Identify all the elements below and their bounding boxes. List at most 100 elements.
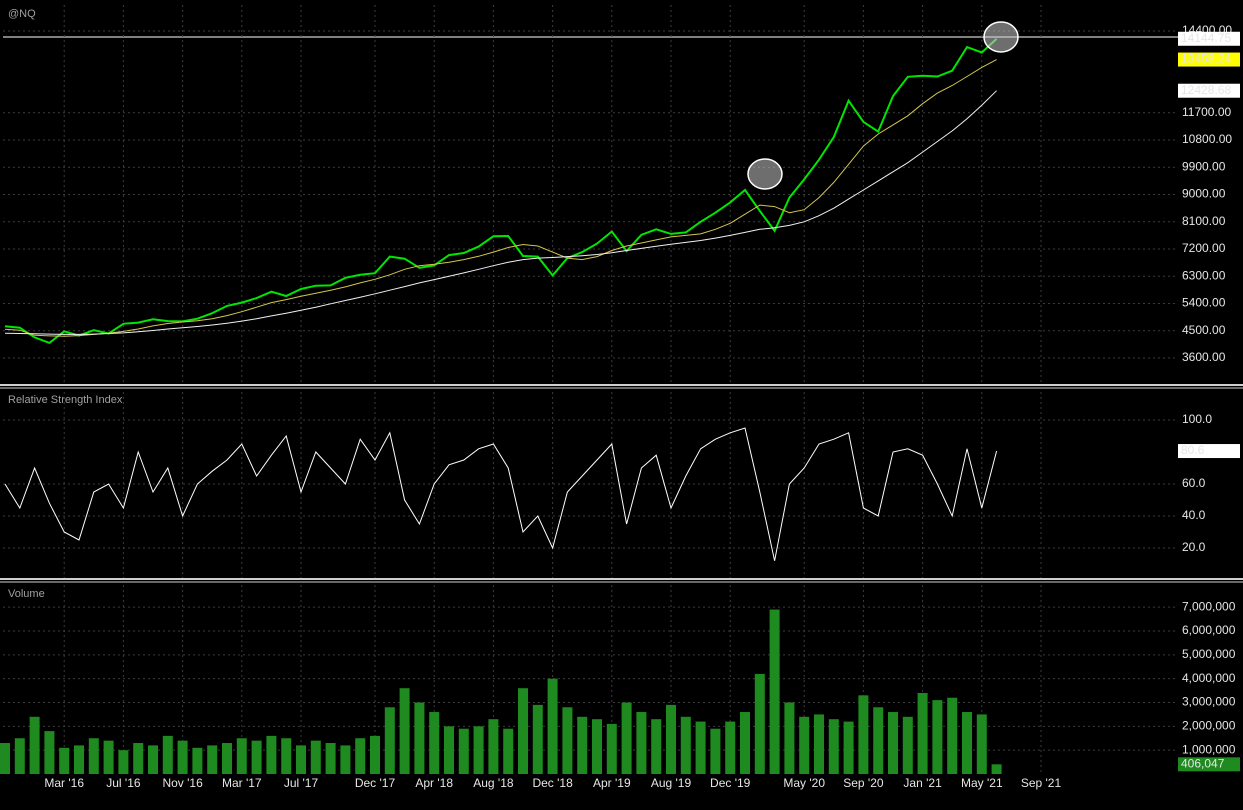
volume-bar	[518, 688, 528, 774]
x-tick-label: Nov '16	[162, 776, 203, 790]
volume-bar	[325, 743, 336, 774]
volume-bar	[888, 712, 898, 774]
volume-bar	[296, 745, 306, 774]
last-value-label: 12428.68	[1181, 83, 1231, 97]
volume-bar	[458, 728, 469, 774]
series-line	[4, 427, 998, 561]
last-value-label: 406,047	[1181, 756, 1225, 770]
y-tick-label: 7,000,000	[1182, 599, 1236, 613]
y-tick-label: 3,000,000	[1182, 695, 1236, 709]
x-tick-label: Mar '16	[44, 776, 84, 790]
volume-bar	[577, 716, 588, 774]
y-tick-label: 9900.00	[1182, 159, 1226, 173]
volume-bar	[118, 750, 129, 774]
volume-bar	[340, 745, 351, 774]
x-tick-label: Jul '16	[106, 776, 141, 790]
volume-bar	[370, 735, 380, 774]
volume-bar	[843, 721, 854, 774]
x-tick-label: Apr '19	[593, 776, 631, 790]
volume-bar	[162, 735, 173, 774]
volume-bar	[754, 673, 765, 774]
volume-bar	[503, 728, 514, 774]
last-value-tag	[1178, 31, 1240, 46]
volume-bar	[991, 764, 1002, 774]
last-value-label: 14144.75	[1181, 31, 1231, 45]
y-tick-label: 5400.00	[1182, 296, 1226, 310]
volume-bar	[651, 719, 662, 774]
x-tick-label: Jul '17	[284, 776, 319, 790]
last-value-tag	[1178, 52, 1240, 67]
highlight-circle	[983, 21, 1019, 53]
volume-bar	[429, 712, 440, 774]
plots: Mar '16 Jul '16 Nov '16 Mar '17 Jul '17 Dec '…	[0, 5, 1240, 790]
volume-bar	[828, 719, 839, 774]
y-tick-label: 9000.00	[1182, 187, 1226, 201]
y-tick-label: 2,000,000	[1182, 719, 1236, 733]
y-tick-label: 20.0	[1182, 540, 1206, 554]
y-tick-label: 40.0	[1182, 508, 1206, 522]
panel-title: Relative Strength Index	[8, 394, 123, 406]
volume-bar	[310, 740, 321, 774]
volume-bar	[148, 745, 158, 774]
y-tick-label: 10800.00	[1182, 132, 1232, 146]
volume-bar	[355, 738, 366, 774]
volume-bar	[74, 745, 84, 774]
volume-bar	[710, 728, 721, 774]
highlight-circle	[747, 158, 783, 190]
x-tick-label: Dec '18	[532, 776, 573, 790]
volume-bar	[725, 721, 736, 774]
last-value-tag	[1178, 444, 1240, 459]
volume-bar	[133, 743, 144, 774]
volume-bar	[666, 704, 676, 774]
volume-bar	[59, 747, 70, 774]
last-value-label: 13458.24	[1181, 52, 1231, 66]
volume-bar	[0, 743, 10, 774]
y-tick-label: 5,000,000	[1182, 647, 1236, 661]
volume-bar	[680, 716, 691, 774]
volume-bar	[769, 609, 780, 774]
volume-bar	[473, 726, 484, 774]
volume-bar	[740, 712, 750, 774]
last-value-label: 80.6	[1181, 443, 1205, 457]
y-tick-label: 1,000,000	[1182, 742, 1236, 756]
series-line	[4, 38, 998, 345]
volume-bar	[873, 707, 884, 774]
volume-bar	[384, 707, 395, 774]
volume-bar	[207, 745, 218, 774]
volume-bar	[266, 735, 277, 774]
y-tick-label: 8100.00	[1182, 214, 1226, 228]
volume-bar	[547, 678, 558, 774]
volume-bar	[488, 719, 499, 774]
y-tick-label: 11700.00	[1182, 105, 1231, 119]
volume-bar	[799, 716, 810, 774]
volume-bar	[902, 716, 913, 774]
y-tick-label: 4,000,000	[1182, 671, 1236, 685]
volume-bar	[962, 712, 972, 774]
series-line	[4, 90, 997, 335]
volume-bar	[192, 747, 203, 774]
volume-bar	[414, 702, 425, 774]
volume-bar	[636, 712, 647, 774]
panel-title: @NQ	[8, 8, 36, 20]
volume-bar	[932, 700, 943, 774]
volume-bar	[814, 714, 824, 774]
x-tick-label: Aug '19	[651, 776, 692, 790]
x-tick-label: Dec '17	[355, 776, 396, 790]
volume-bar	[917, 692, 928, 774]
x-tick-label: Apr '18	[415, 776, 453, 790]
y-tick-label: 100.0	[1182, 412, 1212, 426]
volume-bar	[29, 716, 40, 774]
volume-bar	[14, 738, 25, 774]
volume-bar	[532, 704, 543, 774]
last-value-tag	[1178, 757, 1240, 772]
volume-bar	[44, 731, 55, 774]
x-tick-label: Sep '20	[843, 776, 884, 790]
y-tick-label: 6300.00	[1182, 268, 1226, 282]
y-tick-label: 4500.00	[1182, 323, 1226, 337]
volume-bar	[947, 697, 958, 774]
x-tick-label: Jan '21	[903, 776, 942, 790]
x-tick-label: Dec '19	[710, 776, 751, 790]
y-tick-label: 7200.00	[1182, 241, 1226, 255]
volume-bar	[858, 695, 869, 774]
